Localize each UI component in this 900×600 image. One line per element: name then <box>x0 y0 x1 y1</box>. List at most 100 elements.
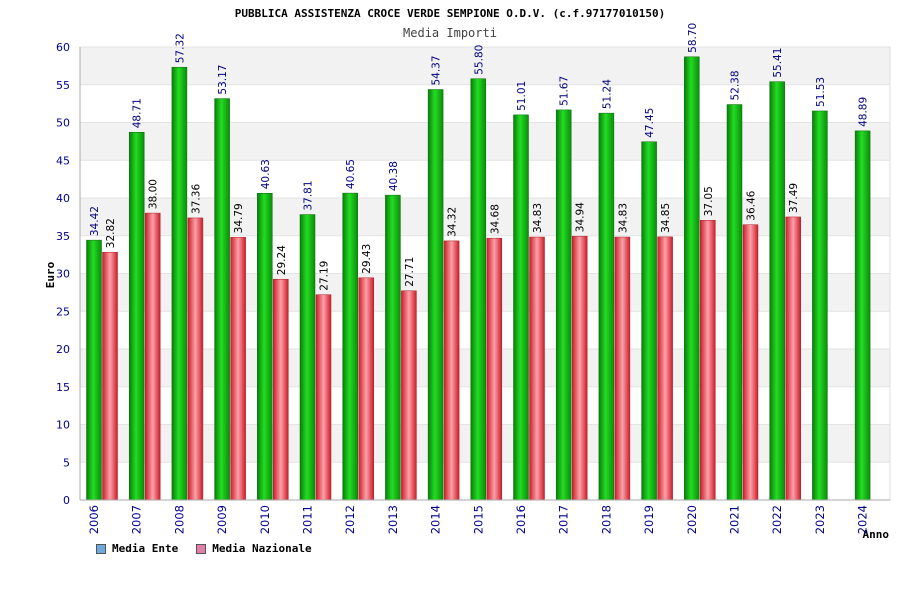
bar-ente <box>513 114 529 501</box>
x-tick-label: 2016 <box>514 505 528 534</box>
data-label-ente: 48.71 <box>132 98 144 128</box>
data-label-nazionale: 34.85 <box>660 203 672 233</box>
y-tick-label: 55 <box>56 79 70 92</box>
y-tick-label: 30 <box>56 268 70 281</box>
data-label-nazionale: 36.46 <box>746 190 758 220</box>
data-label-ente: 57.32 <box>174 33 186 63</box>
y-tick-label: 0 <box>63 494 70 507</box>
data-label-nazionale: 34.83 <box>617 203 629 233</box>
data-label-nazionale: 32.82 <box>105 218 117 248</box>
bar-ente <box>128 131 145 501</box>
x-axis-ticks: 2006 2007 2008 2009 2010 2011 2012 2013 2014 2015… <box>87 505 870 534</box>
data-label-ente: 47.45 <box>644 108 656 138</box>
bar-ente <box>257 192 273 501</box>
y-tick-label: 5 <box>63 456 70 469</box>
data-label-ente: 37.81 <box>303 180 315 210</box>
bar-ente <box>769 81 785 501</box>
data-label-nazionale: 29.24 <box>276 245 288 275</box>
y-tick-label: 35 <box>56 230 70 243</box>
bar-nazionale <box>401 290 417 501</box>
bar-nazionale <box>273 278 289 501</box>
data-label-ente: 51.01 <box>516 81 528 111</box>
legend-item-ente: Media Ente <box>96 542 178 555</box>
data-label-nazionale: 34.94 <box>575 202 587 232</box>
bar-ente <box>470 78 487 501</box>
y-tick-label: 20 <box>56 343 70 356</box>
data-label-nazionale: 34.83 <box>532 203 544 233</box>
chart-title: PUBBLICA ASSISTENZA CROCE VERDE SEMPIONE… <box>235 7 665 20</box>
data-label-ente: 58.70 <box>687 23 699 53</box>
data-label-ente: 51.67 <box>559 76 571 106</box>
x-tick-label: 2021 <box>728 505 742 534</box>
legend-swatch-nazionale <box>196 543 207 554</box>
x-tick-label: 2020 <box>685 505 699 534</box>
data-label-ente: 40.63 <box>260 159 272 189</box>
x-tick-label: 2013 <box>386 505 400 534</box>
bar-ente <box>171 66 188 501</box>
bar-nazionale <box>700 220 716 501</box>
bar-ente <box>684 56 700 501</box>
data-label-ente: 48.89 <box>858 97 870 127</box>
data-label-ente: 53.17 <box>217 65 229 95</box>
bar-nazionale <box>785 216 801 501</box>
y-tick-label: 15 <box>56 381 70 394</box>
bar-nazionale <box>187 217 204 501</box>
bar-nazionale <box>657 236 673 501</box>
y-tick-label: 10 <box>56 419 70 432</box>
x-tick-label: 2012 <box>343 505 357 534</box>
data-label-nazionale: 34.68 <box>489 204 501 234</box>
bar-nazionale <box>443 240 460 501</box>
bar-ente <box>385 194 401 501</box>
bar-ente <box>598 112 615 501</box>
data-label-ente: 40.65 <box>345 159 357 189</box>
x-tick-label: 2007 <box>130 505 144 534</box>
bar-nazionale <box>358 277 374 501</box>
y-tick-label: 60 <box>56 41 70 54</box>
x-tick-label: 2024 <box>856 505 870 534</box>
bar-nazionale <box>486 237 503 501</box>
x-tick-label: 2008 <box>172 505 186 534</box>
y-tick-label: 25 <box>56 305 70 318</box>
legend-swatch-ente <box>96 543 106 554</box>
x-tick-label: 2017 <box>557 505 571 534</box>
bar-nazionale <box>614 236 631 501</box>
bar-ente <box>726 104 743 501</box>
bar-nazionale <box>230 237 246 501</box>
legend-item-nazionale: Media Nazionale <box>196 542 312 555</box>
bar-ente <box>342 192 358 501</box>
bar-ente <box>641 141 657 501</box>
bar-nazionale <box>742 224 759 501</box>
bar-ente <box>812 110 828 501</box>
data-label-nazionale: 37.36 <box>190 184 202 214</box>
data-label-ente: 55.80 <box>473 45 485 75</box>
y-tick-label: 45 <box>56 154 70 167</box>
data-label-ente: 40.38 <box>388 161 400 191</box>
data-label-nazionale: 27.71 <box>404 257 416 287</box>
bar-ente <box>854 130 871 501</box>
data-label-nazionale: 29.43 <box>361 244 373 274</box>
bars: 34.42 32.82 48.71 38.00 57.32 37.36 53.17 34.79… <box>86 23 871 501</box>
bar-ente <box>299 214 316 501</box>
data-label-nazionale: 37.05 <box>703 186 715 216</box>
data-label-nazionale: 34.79 <box>233 203 245 233</box>
x-tick-label: 2011 <box>301 505 315 534</box>
chart-subtitle: Media Importi <box>403 26 497 40</box>
data-label-ente: 51.24 <box>601 79 613 109</box>
x-tick-label: 2019 <box>642 505 656 534</box>
legend-label-nazionale: Media Nazionale <box>212 542 312 555</box>
x-tick-label: 2006 <box>87 505 101 534</box>
bar-ente <box>214 98 230 501</box>
grid-band <box>80 47 890 85</box>
data-label-ente: 34.42 <box>89 206 101 236</box>
data-label-nazionale: 27.19 <box>319 261 331 291</box>
bar-ente <box>427 89 444 501</box>
bar-nazionale <box>102 251 118 501</box>
y-tick-label: 50 <box>56 117 70 130</box>
data-label-nazionale: 38.00 <box>148 179 160 209</box>
data-label-ente: 51.53 <box>815 77 827 107</box>
x-tick-label: 2009 <box>215 505 229 534</box>
x-axis-label: Anno <box>863 528 890 541</box>
bar-nazionale <box>144 212 161 501</box>
data-label-ente: 52.38 <box>730 70 742 100</box>
